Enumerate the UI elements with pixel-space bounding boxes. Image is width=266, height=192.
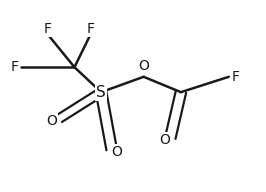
Text: F: F <box>86 22 94 36</box>
Text: F: F <box>11 60 19 74</box>
Text: O: O <box>138 59 149 73</box>
Text: S: S <box>96 85 106 100</box>
Text: F: F <box>231 70 239 84</box>
Text: O: O <box>47 114 57 128</box>
Text: F: F <box>44 22 52 36</box>
Text: O: O <box>160 133 170 147</box>
Text: O: O <box>112 145 122 159</box>
